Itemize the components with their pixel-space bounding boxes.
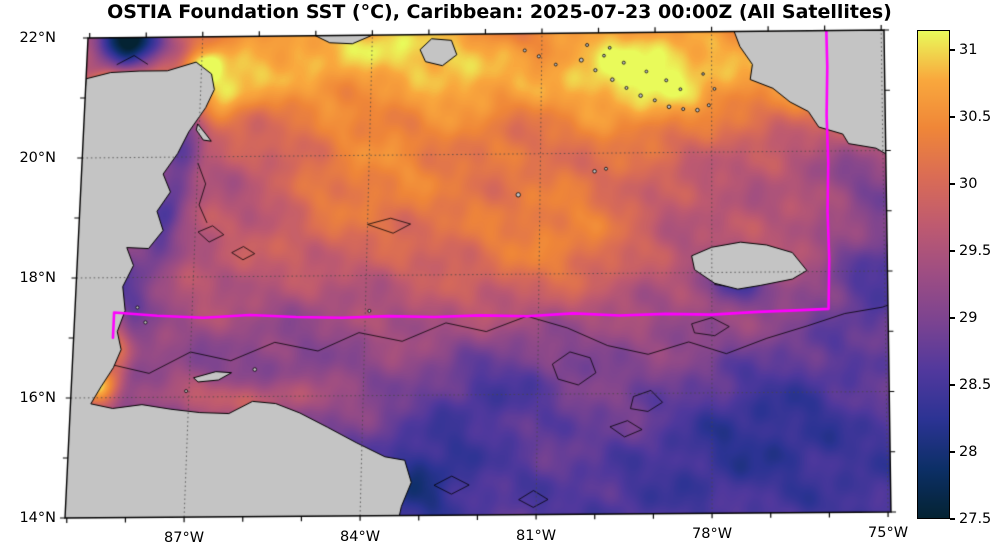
x-axis-tick-label: 81°W [516, 527, 557, 544]
y-axis-tick-label: 14°N [19, 510, 56, 526]
colorbar-tick-label: 28.5 [959, 377, 992, 394]
colorbar [917, 30, 950, 519]
colorbar-tick [950, 250, 955, 252]
colorbar-tick [950, 317, 955, 319]
y-axis-tick-label: 20°N [19, 150, 56, 166]
colorbar-tick-label: 30 [959, 176, 978, 193]
colorbar-tick [950, 116, 955, 118]
colorbar-tick-label: 30.5 [959, 109, 992, 126]
x-axis-tick-label: 84°W [340, 528, 381, 545]
colorbar-tick-label: 31 [959, 42, 978, 59]
colorbar-tick-label: 27.5 [959, 511, 992, 527]
colorbar-tick-label: 28 [959, 444, 978, 460]
x-axis-tick-label: 87°W [164, 530, 205, 547]
colorbar-tick [950, 183, 955, 185]
colorbar-tick [950, 451, 955, 453]
colorbar-gradient [917, 30, 950, 519]
y-axis-tick-label: 18°N [19, 270, 56, 286]
x-axis-tick-label: 75°W [868, 525, 909, 542]
colorbar-tick [950, 518, 955, 520]
colorbar-tick-label: 29.5 [959, 243, 992, 260]
y-axis-tick-label: 16°N [19, 390, 56, 406]
colorbar-tick [950, 49, 955, 51]
colorbar-tick-label: 29 [959, 310, 978, 327]
colorbar-tick [950, 384, 955, 386]
y-axis-tick-label: 22°N [19, 30, 56, 46]
x-axis-tick-label: 78°W [692, 526, 733, 543]
